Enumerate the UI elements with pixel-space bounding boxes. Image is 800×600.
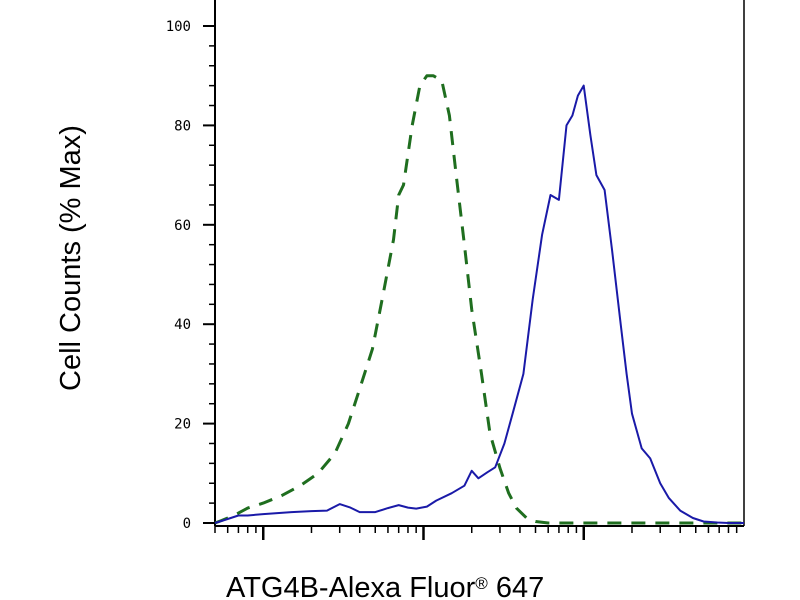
series-layer: [214, 74, 744, 525]
y-tick-label: 40: [174, 317, 191, 333]
solid-histogram-line: [214, 84, 744, 524]
x-axis-title-main: ATG4B-Alexa Fluor: [226, 572, 476, 600]
y-tick-label: 20: [174, 417, 191, 433]
y-axis: 0 20 40 60 80 100: [166, 19, 215, 532]
x-axis-title-suffix: 647: [488, 572, 544, 600]
x-axis-title: ATG4B-Alexa Fluor® 647: [226, 572, 544, 600]
y-tick-label: 80: [174, 118, 191, 134]
plot-frame: [214, 0, 745, 527]
x-axis: [214, 526, 738, 540]
y-tick-label: 100: [166, 19, 191, 35]
dashed-histogram-line: [214, 74, 744, 525]
y-axis-title: Cell Counts (% Max): [55, 125, 87, 391]
x-axis-title-registered-mark: ®: [475, 574, 488, 593]
y-tick-label: 60: [174, 218, 191, 234]
y-tick-label: 0: [183, 516, 191, 532]
